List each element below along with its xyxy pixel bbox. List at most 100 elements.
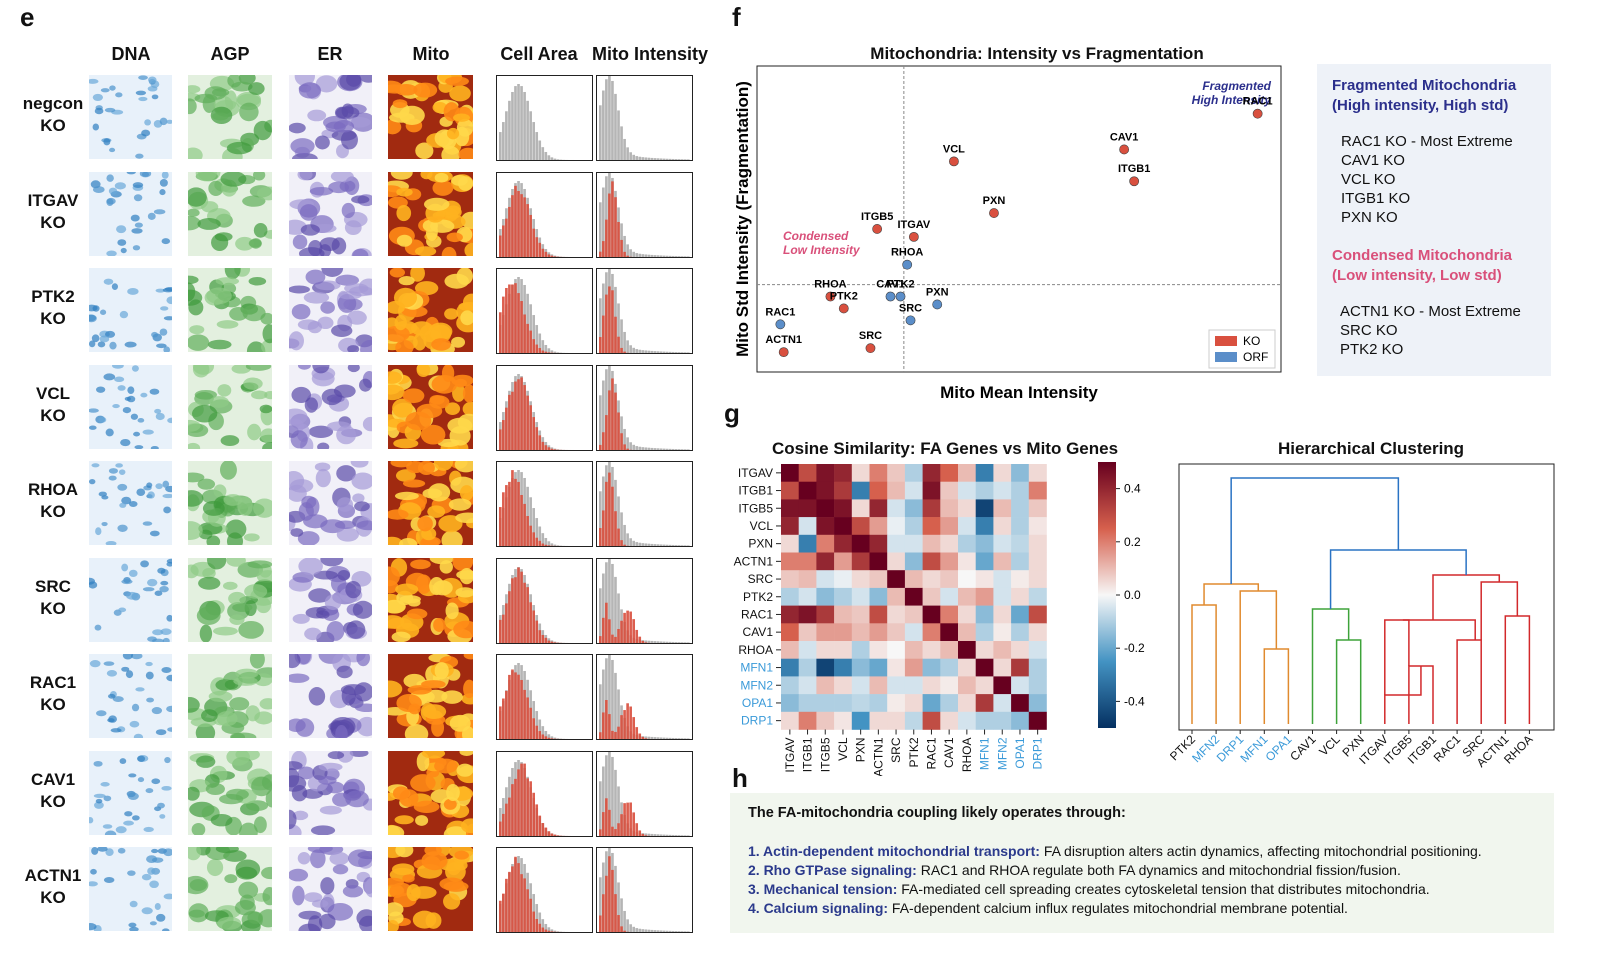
- heatmap-row-label-vcl: VCL: [750, 519, 774, 533]
- heatmap-cell-itgb1-ptk2: [904, 481, 923, 500]
- heatmap-cell-itgav-itgav: [781, 464, 799, 482]
- point-label-ko-pxn: PXN: [983, 195, 1006, 207]
- heatmap-cell-ptk2-cav1: [940, 587, 959, 606]
- heatmap-cell-itgb5-pxn: [851, 499, 870, 518]
- cell-area-histogram-actn1: [496, 847, 593, 933]
- dna-image-rac1: [89, 654, 172, 738]
- point-label-ko-actn1: ACTN1: [765, 334, 802, 346]
- heatmap-cell-itgb5-actn1: [869, 499, 888, 518]
- point-ko-src: [865, 343, 876, 354]
- heatmap-cell-mfn2-cav1: [940, 676, 959, 695]
- er-image-src: [289, 557, 372, 642]
- heatmap-cell-rhoa-src: [887, 641, 906, 659]
- heatmap-cell-rac1-drp1: [1028, 605, 1047, 624]
- heatmap-col-label-cav1: CAV1: [942, 737, 956, 768]
- mechanism-item: 4. Calcium signaling: FA-dependent calci…: [748, 899, 1348, 918]
- row-label-line1: CAV1: [30, 769, 76, 789]
- heatmap-row-label-itgav: ITGAV: [738, 466, 773, 480]
- heatmap-cell-opa1-rhoa: [958, 694, 976, 713]
- mito-image-rhoa: [388, 461, 473, 545]
- heatmap-cell-ptk2-mfn2: [993, 587, 1012, 606]
- heatmap-cell-src-itgb5: [816, 570, 835, 589]
- fragmented-item: PXN KO: [1341, 209, 1398, 226]
- heatmap-cell-opa1-pxn: [851, 694, 870, 713]
- cell-area-histogram-vcl: [496, 364, 593, 451]
- row-label-line2: KO: [40, 405, 66, 425]
- heatmap-cell-vcl-mfn1: [975, 517, 994, 536]
- heatmap-cell-itgb1-vcl: [834, 481, 853, 500]
- heatmap-cell-itgb1-rhoa: [958, 481, 976, 500]
- heatmap-cell-drp1-actn1: [869, 711, 888, 730]
- heatmap-cell-cav1-ptk2: [904, 623, 923, 642]
- heatmap-cell-pxn-rac1: [922, 534, 941, 553]
- heatmap-cell-itgb1-drp1: [1028, 481, 1047, 500]
- heatmap-cell-pxn-src: [887, 534, 906, 553]
- agp-image-ptk2: [188, 268, 272, 352]
- row-label-line2: KO: [40, 791, 66, 811]
- heatmap-cell-itgav-ptk2: [904, 464, 923, 482]
- heatmap-cell-vcl-itgb5: [816, 517, 835, 536]
- mito-intensity-histogram-cav1: [596, 750, 693, 837]
- heatmap-cell-mfn1-opa1: [1011, 658, 1030, 677]
- dna-image-actn1: [89, 847, 172, 931]
- cosine-heatmap: ITGAVITGB1ITGB5VCLPXNACTN1SRCPTK2RAC1CAV…: [734, 462, 1145, 776]
- cell-area-histogram-src: [496, 557, 593, 644]
- heatmap-col-label-rhoa: RHOA: [960, 738, 974, 773]
- dendrogram-link: [1191, 604, 1217, 724]
- dendrogram-leaf-cav1: CAV1: [1287, 732, 1319, 764]
- heatmap-row-label-mfn2: MFN2: [740, 678, 773, 692]
- condensed-item: SRC KO: [1340, 322, 1398, 339]
- fragmented-item: ITGB1 KO: [1341, 190, 1411, 207]
- heatmap-cell-actn1-mfn2: [993, 552, 1012, 571]
- point-label-orf-rac1: RAC1: [765, 306, 795, 318]
- heatmap-cell-mfn1-src: [887, 658, 906, 677]
- dendrogram-leaf-rac1: RAC1: [1431, 732, 1464, 765]
- heatmap-cell-opa1-cav1: [940, 694, 959, 713]
- heatmap-col-label-mfn1: MFN1: [978, 737, 992, 770]
- mechanism-item: 2. Rho GTPase signaling: RAC1 and RHOA r…: [748, 861, 1401, 880]
- heatmap-cell-rac1-src: [887, 605, 906, 624]
- heatmap-col-label-ptk2: PTK2: [907, 737, 921, 767]
- heatmap-cell-pxn-itgb5: [816, 534, 835, 553]
- heatmap-cell-src-itgav: [781, 570, 799, 589]
- heatmap-cell-opa1-rac1: [922, 694, 941, 713]
- heatmap-cell-vcl-itgav: [781, 517, 799, 536]
- col-header-dna: DNA: [111, 44, 151, 64]
- heatmap-row-label-actn1: ACTN1: [734, 554, 774, 568]
- heatmap-cell-mfn2-rac1: [922, 676, 941, 695]
- heatmap-row-label-cav1: CAV1: [743, 625, 774, 639]
- heatmap-cell-rhoa-drp1: [1028, 641, 1047, 659]
- heatmap-cell-src-src: [887, 570, 906, 589]
- mito-intensity-histogram-itgav: [596, 171, 693, 258]
- heatmap-cell-src-actn1: [869, 570, 888, 589]
- mechanism-text: FA disruption alters actin dynamics, aff…: [1039, 843, 1482, 859]
- heatmap-cell-cav1-vcl: [834, 623, 853, 642]
- heatmap-cell-vcl-ptk2: [904, 517, 923, 536]
- heatmap-col-label-itgav: ITGAV: [783, 738, 797, 773]
- point-ko-ptk2: [838, 303, 849, 314]
- heatmap-cell-itgb5-rhoa: [958, 499, 976, 518]
- row-label-line1: RAC1: [29, 673, 77, 692]
- colorbar-tick-label: 0.2: [1124, 535, 1141, 549]
- heatmap-cell-itgav-drp1: [1028, 464, 1047, 482]
- row-label-line1: ITGAV: [27, 190, 79, 210]
- mito-intensity-histogram-ptk2: [596, 268, 693, 354]
- panel-g-letter: g: [724, 398, 740, 428]
- heatmap-cell-ptk2-actn1: [869, 587, 888, 606]
- heatmap-cell-actn1-drp1: [1028, 552, 1047, 571]
- dendrogram-title: Hierarchical Clustering: [1277, 439, 1465, 458]
- heatmap-title: Cosine Similarity: FA Genes vs Mito Gene…: [771, 439, 1119, 458]
- point-ko-pxn: [989, 208, 999, 218]
- heatmap-cell-src-mfn1: [975, 570, 994, 589]
- row-label-negcon: negcon KO: [13, 93, 93, 137]
- heatmap-cell-cav1-pxn: [851, 623, 870, 642]
- heatmap-cell-drp1-pxn: [851, 711, 870, 730]
- point-ko-rac1: [1252, 108, 1263, 119]
- heatmap-cell-pxn-drp1: [1028, 534, 1047, 553]
- point-orf-src: [905, 315, 916, 326]
- heatmap-cell-rhoa-mfn1: [975, 641, 994, 659]
- heatmap-cell-drp1-rac1: [922, 711, 941, 730]
- point-label-ko-rhoa: RHOA: [814, 278, 846, 290]
- heatmap-cell-ptk2-mfn1: [975, 587, 994, 606]
- heatmap-cell-rac1-cav1: [940, 605, 959, 624]
